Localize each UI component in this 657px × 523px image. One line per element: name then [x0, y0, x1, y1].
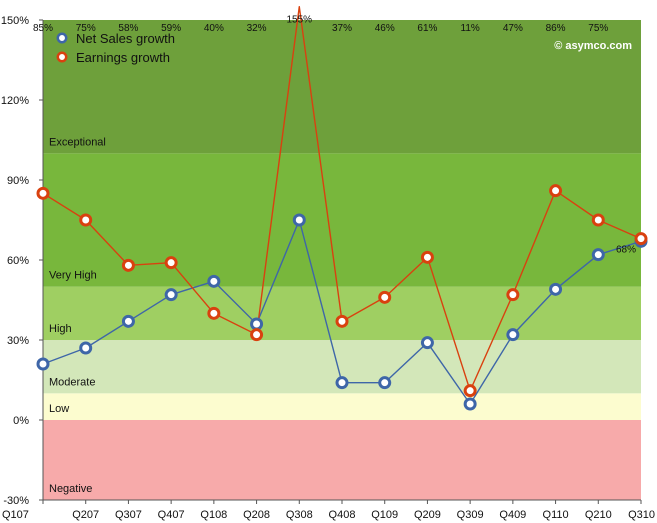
data-point-earnings	[549, 184, 563, 198]
data-label-earnings: 46%	[375, 23, 395, 34]
x-tick-label: Q407	[158, 509, 185, 521]
data-point-earnings	[420, 250, 434, 264]
band-labels-layer: Negative Low Moderate High Very High Exceptio…	[49, 136, 106, 495]
data-point-net-sales	[335, 376, 349, 390]
series-points-layer	[36, 184, 648, 411]
data-point-earnings	[250, 328, 264, 342]
data-point-earnings	[506, 288, 520, 302]
band-label-exceptional: Exceptional	[49, 136, 106, 148]
band-label-negative: Negative	[49, 483, 92, 495]
data-label-earnings: 58%	[118, 23, 138, 34]
data-label-earnings: 32%	[247, 23, 267, 34]
data-point-earnings	[335, 314, 349, 328]
data-label-earnings: 86%	[546, 23, 566, 34]
data-point-net-sales	[292, 213, 306, 227]
data-point-net-sales	[549, 282, 563, 296]
legend-label-net-sales: Net Sales growth	[76, 31, 175, 46]
data-label-earnings: 75%	[588, 23, 608, 34]
y-tick-label: 150%	[1, 15, 29, 27]
band-label-low: Low	[49, 403, 69, 415]
data-label-earnings: 75%	[76, 23, 96, 34]
x-tick-label: Q408	[329, 509, 356, 521]
y-tick-label: -30%	[3, 495, 29, 507]
x-tick-label: Q110	[543, 509, 569, 521]
data-label-earnings: 37%	[332, 23, 352, 34]
data-point-earnings	[79, 213, 93, 227]
y-tick-label: 0%	[13, 415, 29, 427]
legend-marker-earnings	[56, 51, 68, 63]
data-label-earnings: 11%	[461, 23, 480, 34]
data-label-earnings: 59%	[161, 23, 181, 34]
legend-marker-net-sales	[56, 32, 68, 44]
data-point-net-sales	[506, 328, 520, 342]
legend-label-earnings: Earnings growth	[76, 50, 170, 65]
bands-layer	[43, 20, 641, 500]
data-point-net-sales	[164, 288, 178, 302]
data-point-net-sales	[207, 274, 221, 288]
data-point-earnings	[463, 384, 477, 398]
band-label-moderate: Moderate	[49, 376, 95, 388]
data-point-net-sales	[36, 357, 50, 371]
x-tick-label: Q309	[457, 509, 484, 521]
x-tick-label: Q108	[200, 509, 227, 521]
band-exceptional	[43, 20, 641, 154]
x-tick-label: Q208	[243, 509, 270, 521]
data-label-earnings: 47%	[503, 23, 523, 34]
legend: Net Sales growth Earnings growth	[56, 31, 175, 65]
data-label-earnings: 68%	[616, 245, 636, 256]
data-point-net-sales	[250, 317, 264, 331]
data-point-net-sales	[121, 314, 135, 328]
x-tick-label: Q409	[499, 509, 526, 521]
x-tick-label: Q307	[115, 509, 142, 521]
x-tick-label: Q207	[72, 509, 99, 521]
y-tick-label: 30%	[7, 335, 29, 347]
y-tick-label: 60%	[7, 255, 29, 267]
y-tick-label: 120%	[1, 95, 29, 107]
data-point-net-sales	[591, 248, 605, 262]
x-tick-label: Q107	[2, 509, 29, 521]
credit-text: © asymco.com	[554, 40, 632, 52]
data-point-earnings	[207, 306, 221, 320]
data-point-earnings	[634, 232, 648, 246]
band-low	[43, 393, 641, 420]
data-point-earnings	[36, 186, 50, 200]
y-tick-label: 90%	[7, 175, 29, 187]
axes-layer: -30% 0% 30% 60% 90% 120% 150% Q107 Q207 Q307 Q407 Q…	[1, 15, 655, 521]
data-point-net-sales	[420, 336, 434, 350]
data-label-earnings: 85%	[33, 23, 53, 34]
band-label-very-high: Very High	[49, 270, 97, 282]
data-label-earnings: 40%	[204, 23, 224, 34]
data-labels-layer: 85% 75% 58% 59% 40% 32% 155% 37% 46% 61% 11% 47% 86%…	[33, 15, 636, 256]
data-label-earnings: 61%	[417, 23, 437, 34]
data-point-earnings	[121, 258, 135, 272]
data-point-earnings	[378, 290, 392, 304]
x-tick-label: Q308	[286, 509, 313, 521]
band-negative	[43, 420, 641, 500]
x-tick-label: Q109	[371, 509, 398, 521]
band-label-high: High	[49, 323, 72, 335]
data-point-net-sales	[378, 376, 392, 390]
data-point-net-sales	[79, 341, 93, 355]
band-high	[43, 286, 641, 340]
data-point-earnings	[591, 213, 605, 227]
x-tick-label: Q209	[414, 509, 441, 521]
x-tick-label: Q310	[628, 509, 655, 521]
data-point-net-sales	[463, 397, 477, 411]
data-label-earnings: 155%	[286, 15, 312, 26]
x-tick-label: Q210	[585, 509, 612, 521]
data-point-earnings	[164, 256, 178, 270]
